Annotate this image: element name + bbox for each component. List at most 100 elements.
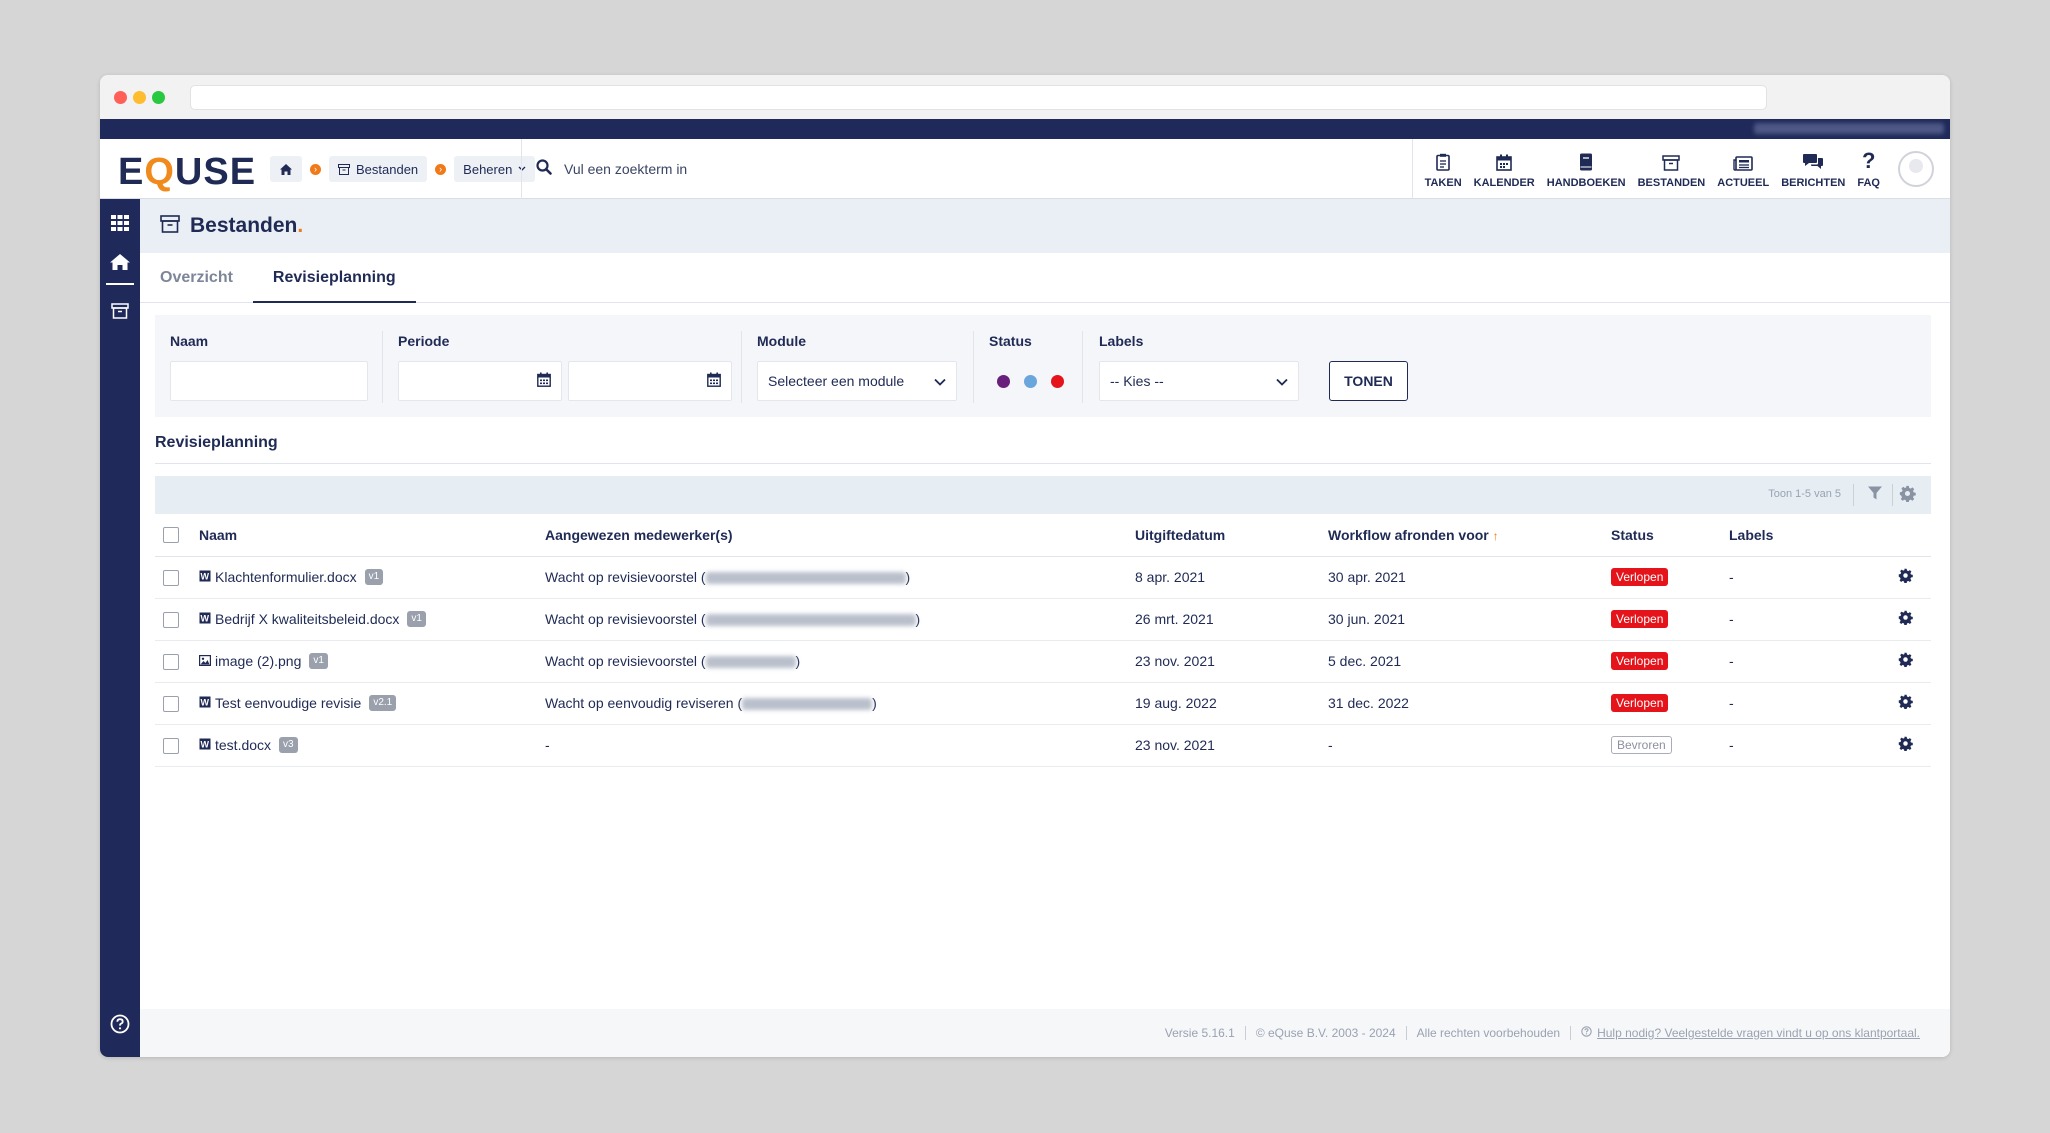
tab-revision-planning[interactable]: Revisieplanning — [252, 253, 416, 303]
row-checkbox[interactable] — [163, 569, 179, 586]
gear-icon[interactable] — [1898, 610, 1913, 628]
sidebar-item-home[interactable] — [106, 245, 134, 285]
nav-bestanden[interactable]: BESTANDEN — [1632, 139, 1712, 199]
table-row[interactable]: W Klachtenformulier.docx v1 Wacht op revisi… — [155, 556, 1931, 599]
word-doc-icon: W — [199, 569, 211, 585]
assigned-text-end: ) — [915, 611, 921, 627]
sort-up-arrow-icon: ↑ — [1492, 528, 1499, 543]
avatar[interactable] — [1898, 151, 1934, 187]
filter-panel: Naam Periode — [155, 315, 1931, 417]
assigned-cell: Wacht op revisievoorstel () — [545, 598, 1135, 641]
nav-actueel-label: ACTUEEL — [1717, 177, 1770, 189]
sidebar-help[interactable] — [100, 1014, 140, 1039]
gear-icon[interactable] — [1898, 736, 1913, 754]
nav-actueel[interactable]: ACTUEEL — [1711, 139, 1775, 199]
status-dot-red[interactable] — [1051, 374, 1064, 388]
assigned-text: Wacht op revisievoorstel ( — [545, 611, 706, 627]
close-window-button[interactable] — [114, 91, 127, 104]
col-workflow[interactable]: Workflow afronden voor ↑ — [1328, 514, 1611, 557]
assigned-cell: - — [545, 724, 1135, 767]
file-link[interactable]: W Bedrijf X kwaliteitsbeleid.docx v1 — [199, 611, 426, 627]
chevron-down-icon — [518, 166, 526, 172]
calendar-icon — [1496, 149, 1513, 171]
sidebar-item-apps[interactable] — [100, 205, 140, 245]
row-select-cell — [155, 640, 199, 683]
row-checkbox[interactable] — [163, 695, 179, 712]
col-issue-date[interactable]: Uitgiftedatum — [1135, 514, 1328, 557]
maximize-window-button[interactable] — [152, 91, 165, 104]
nav-faq[interactable]: ? FAQ — [1851, 139, 1886, 199]
section-divider — [155, 463, 1931, 464]
labels-cell: - — [1729, 598, 1859, 641]
period-start-input[interactable] — [398, 361, 562, 401]
filter-module-label: Module — [757, 333, 806, 349]
nav-berichten[interactable]: BERICHTEN — [1775, 139, 1851, 199]
col-assigned[interactable]: Aangewezen medewerker(s) — [545, 514, 1135, 557]
show-button[interactable]: TONEN — [1329, 361, 1408, 401]
name-filter-input[interactable] — [170, 361, 368, 401]
row-checkbox[interactable] — [163, 737, 179, 754]
row-checkbox[interactable] — [163, 611, 179, 628]
footer-help-link[interactable]: Hulp nodig? Veelgestelde vragen vindt u … — [1581, 1026, 1920, 1040]
archive-icon — [338, 163, 350, 175]
footer: Versie 5.16.1 © eQuse B.V. 2003 - 2024 A… — [140, 1009, 1950, 1057]
gear-icon[interactable] — [1898, 568, 1913, 586]
labels-select[interactable]: -- Kies -- — [1099, 361, 1299, 401]
filter-status-label: Status — [989, 333, 1032, 349]
select-all-checkbox[interactable] — [163, 527, 179, 544]
labels-cell: - — [1729, 724, 1859, 767]
sidebar-item-files[interactable] — [100, 293, 140, 333]
assigned-text: Wacht op eenvoudig reviseren ( — [545, 695, 743, 711]
assigned-text-end: ) — [905, 569, 911, 585]
clipboard-icon — [1436, 149, 1450, 171]
gear-icon[interactable] — [1899, 485, 1916, 507]
word-doc-icon: W — [199, 695, 211, 711]
workflow-date-cell: 30 apr. 2021 — [1328, 556, 1611, 599]
issue-date-cell: 23 nov. 2021 — [1135, 640, 1328, 683]
labels-cell: - — [1729, 682, 1859, 725]
gear-icon[interactable] — [1898, 694, 1913, 712]
top-user-strip — [100, 119, 1950, 139]
page-title: Bestanden. — [190, 214, 304, 237]
table-row[interactable]: W Test eenvoudige revisie v2.1 Wacht op een… — [155, 682, 1931, 725]
equse-logo[interactable]: EQUSE — [118, 151, 257, 193]
filter-icon[interactable] — [1867, 485, 1883, 506]
table-row[interactable]: W Bedrijf X kwaliteitsbeleid.docx v1 Wacht … — [155, 598, 1931, 641]
file-name-cell: W Test eenvoudige revisie v2.1 — [199, 682, 545, 725]
file-link[interactable]: W Klachtenformulier.docx v1 — [199, 569, 384, 585]
search-input[interactable] — [564, 161, 1364, 177]
minimize-window-button[interactable] — [133, 91, 146, 104]
actions-cell — [1859, 682, 1931, 725]
nav-kalender[interactable]: KALENDER — [1468, 139, 1541, 199]
chevron-right-icon: › — [310, 163, 321, 175]
section-title: Revisieplanning — [155, 434, 278, 451]
file-link[interactable]: W Test eenvoudige revisie v2.1 — [199, 695, 397, 711]
period-end-input[interactable] — [568, 361, 732, 401]
col-status[interactable]: Status — [1611, 514, 1729, 557]
tab-overview[interactable]: Overzicht — [160, 268, 233, 286]
nav-handboeken[interactable]: HANDBOEKEN — [1541, 139, 1632, 199]
file-name: Klachtenformulier.docx — [215, 569, 357, 585]
nav-taken[interactable]: TAKEN — [1419, 139, 1468, 199]
archive-icon — [1662, 149, 1681, 171]
breadcrumb-manage-label: Beheren — [463, 161, 513, 177]
col-labels[interactable]: Labels — [1729, 514, 1859, 557]
main-content: Bestanden. Overzicht Revisieplanning Naa… — [140, 199, 1950, 1057]
module-select[interactable]: Selecteer een module — [757, 361, 957, 401]
file-link[interactable]: image (2).png v1 — [199, 653, 328, 669]
breadcrumb-files[interactable]: Bestanden — [329, 156, 428, 182]
issue-date-cell: 26 mrt. 2021 — [1135, 598, 1328, 641]
chevron-down-icon — [934, 373, 946, 389]
status-dot-blue[interactable] — [1024, 374, 1037, 388]
status-dot-purple[interactable] — [997, 374, 1010, 388]
col-name[interactable]: Naam — [199, 514, 545, 557]
issue-date-cell: 23 nov. 2021 — [1135, 724, 1328, 767]
address-bar[interactable] — [190, 85, 1767, 110]
row-checkbox[interactable] — [163, 653, 179, 670]
table-row[interactable]: image (2).png v1 Wacht op revisievoorstel … — [155, 640, 1931, 683]
version-badge: v1 — [407, 611, 426, 627]
gear-icon[interactable] — [1898, 652, 1913, 670]
breadcrumb-home[interactable] — [270, 156, 302, 182]
